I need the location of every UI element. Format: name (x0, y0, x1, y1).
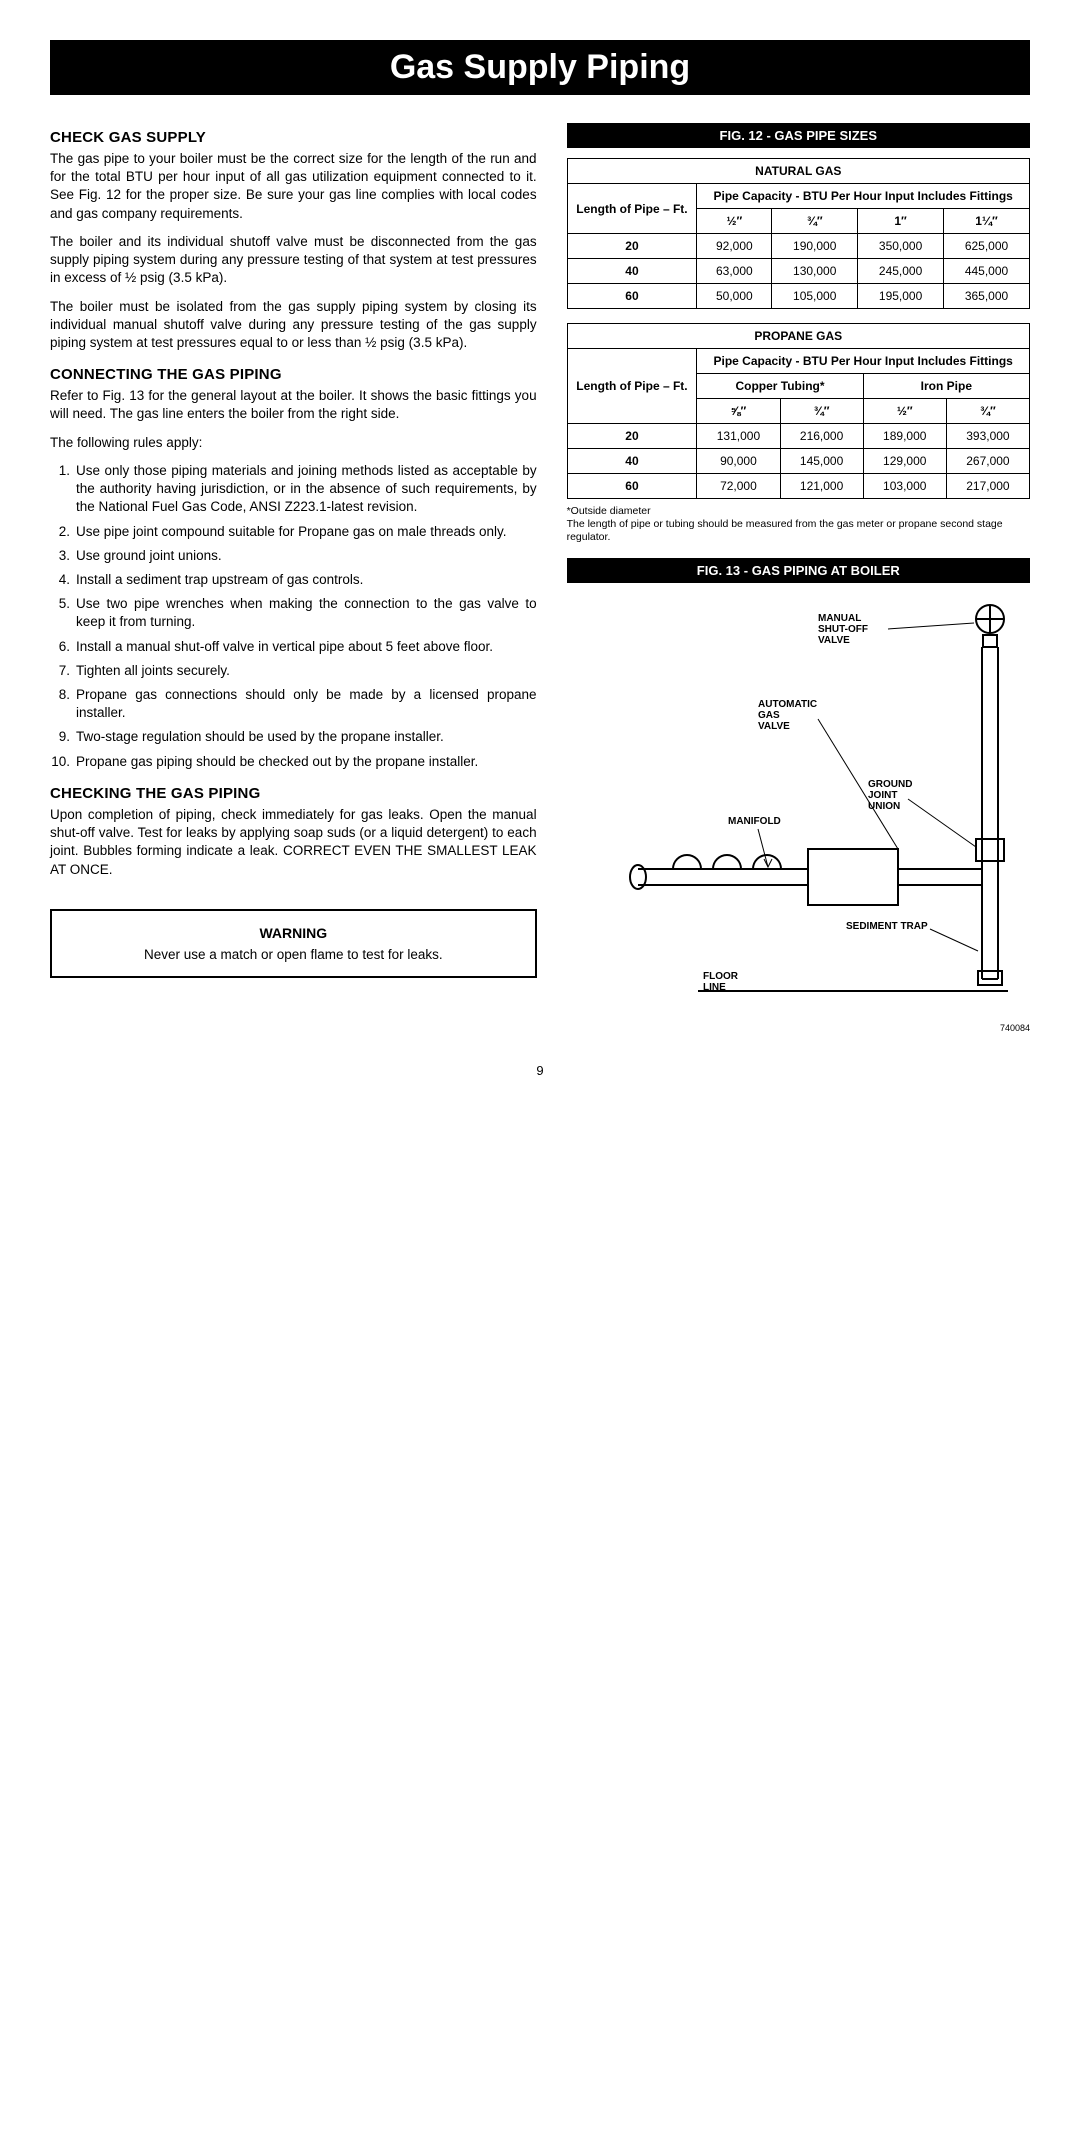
footnote-text: The length of pipe or tubing should be m… (567, 518, 1003, 543)
rule-item: 5.Use two pipe wrenches when making the … (50, 595, 537, 631)
paragraph: The boiler and its individual shutoff va… (50, 233, 537, 288)
paragraph: The gas pipe to your boiler must be the … (50, 150, 537, 223)
paragraph: Upon completion of piping, check immedia… (50, 806, 537, 879)
row-header: Length of Pipe – Ft. (567, 184, 697, 234)
fig12-title: FIG. 12 - GAS PIPE SIZES (567, 123, 1030, 148)
rule-item: 2.Use pipe joint compound suitable for P… (50, 523, 537, 541)
heading-checking: CHECKING THE GAS PIPING (50, 785, 537, 802)
label-manifold: MANIFOLD (728, 816, 781, 827)
rule-item: 7.Tighten all joints securely. (50, 662, 537, 680)
label-sediment: SEDIMENT TRAP (846, 921, 928, 932)
rule-item: 4.Install a sediment trap upstream of ga… (50, 571, 537, 589)
left-column: CHECK GAS SUPPLY The gas pipe to your bo… (50, 115, 537, 1033)
subheader: Pipe Capacity - BTU Per Hour Input Inclu… (697, 184, 1030, 209)
label-floor: FLOORLINE (703, 971, 739, 993)
rules-list: 1.Use only those piping materials and jo… (50, 462, 537, 771)
heading-connecting: CONNECTING THE GAS PIPING (50, 366, 537, 383)
footnote-text: *Outside diameter (567, 505, 651, 517)
paragraph: The following rules apply: (50, 434, 537, 452)
propane-gas-table: PROPANE GAS Length of Pipe – Ft. Pipe Ca… (567, 323, 1030, 499)
doc-number: 740084 (567, 1023, 1030, 1033)
subheader: Copper Tubing* (697, 374, 863, 399)
label-ground: GROUNDJOINTUNION (868, 779, 912, 812)
table-title: PROPANE GAS (567, 324, 1029, 349)
gas-piping-diagram: MANUALSHUT-OFFVALVE AUTOMATICGASVALVE GR… (578, 599, 1018, 1019)
warning-text: Never use a match or open flame to test … (70, 947, 517, 962)
page-title: Gas Supply Piping (50, 40, 1030, 95)
content-columns: CHECK GAS SUPPLY The gas pipe to your bo… (50, 115, 1030, 1033)
heading-check-supply: CHECK GAS SUPPLY (50, 129, 537, 146)
label-auto: AUTOMATICGASVALVE (758, 699, 817, 732)
rule-item: 6.Install a manual shut-off valve in ver… (50, 638, 537, 656)
subheader: Pipe Capacity - BTU Per Hour Input Inclu… (697, 349, 1030, 374)
paragraph: The boiler must be isolated from the gas… (50, 298, 537, 353)
subheader: Iron Pipe (863, 374, 1029, 399)
rule-item: 10.Propane gas piping should be checked … (50, 753, 537, 771)
fig13-title: FIG. 13 - GAS PIPING AT BOILER (567, 558, 1030, 583)
rule-item: 8.Propane gas connections should only be… (50, 686, 537, 722)
paragraph: Refer to Fig. 13 for the general layout … (50, 387, 537, 423)
rule-item: 9.Two-stage regulation should be used by… (50, 728, 537, 746)
warning-box: WARNING Never use a match or open flame … (50, 909, 537, 978)
footnote: *Outside diameter The length of pipe or … (567, 505, 1030, 544)
rule-item: 3.Use ground joint unions. (50, 547, 537, 565)
table-title: NATURAL GAS (567, 159, 1029, 184)
natural-gas-table: NATURAL GAS Length of Pipe – Ft. Pipe Ca… (567, 158, 1030, 309)
warning-title: WARNING (70, 925, 517, 941)
rule-item: 1.Use only those piping materials and jo… (50, 462, 537, 517)
row-header: Length of Pipe – Ft. (567, 349, 697, 424)
page-number: 9 (50, 1063, 1030, 1078)
right-column: FIG. 12 - GAS PIPE SIZES NATURAL GAS Len… (567, 115, 1030, 1033)
label-manual: MANUALSHUT-OFFVALVE (818, 613, 868, 646)
